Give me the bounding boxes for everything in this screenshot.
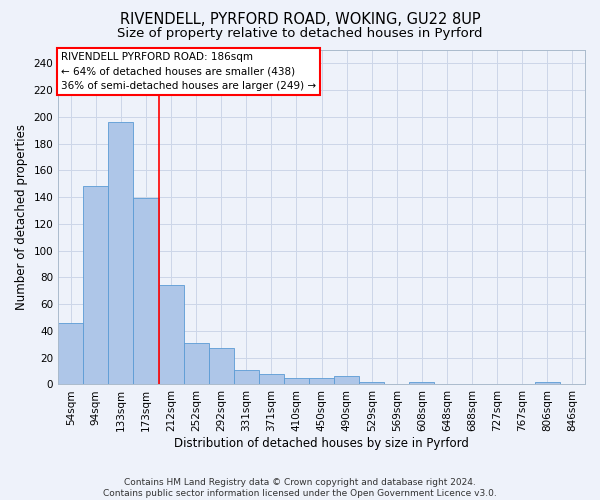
Text: Size of property relative to detached houses in Pyrford: Size of property relative to detached ho…: [117, 28, 483, 40]
Y-axis label: Number of detached properties: Number of detached properties: [15, 124, 28, 310]
Bar: [409, 382, 434, 384]
Text: Contains HM Land Registry data © Crown copyright and database right 2024.
Contai: Contains HM Land Registry data © Crown c…: [103, 478, 497, 498]
Bar: [184, 343, 209, 384]
Bar: [234, 370, 259, 384]
Bar: [158, 286, 184, 384]
Text: RIVENDELL, PYRFORD ROAD, WOKING, GU22 8UP: RIVENDELL, PYRFORD ROAD, WOKING, GU22 8U…: [119, 12, 481, 28]
Bar: [83, 186, 109, 384]
Bar: [309, 378, 334, 384]
Text: RIVENDELL PYRFORD ROAD: 186sqm
← 64% of detached houses are smaller (438)
36% of: RIVENDELL PYRFORD ROAD: 186sqm ← 64% of …: [61, 52, 316, 92]
Bar: [209, 348, 234, 384]
X-axis label: Distribution of detached houses by size in Pyrford: Distribution of detached houses by size …: [174, 437, 469, 450]
Bar: [259, 374, 284, 384]
Bar: [334, 376, 359, 384]
Bar: [133, 198, 158, 384]
Bar: [359, 382, 385, 384]
Bar: [58, 323, 83, 384]
Bar: [284, 378, 309, 384]
Bar: [535, 382, 560, 384]
Bar: [109, 122, 133, 384]
